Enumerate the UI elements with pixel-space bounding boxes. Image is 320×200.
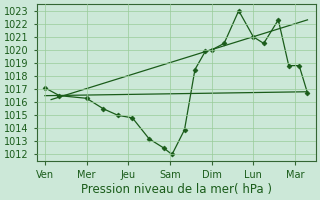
X-axis label: Pression niveau de la mer( hPa ): Pression niveau de la mer( hPa ) xyxy=(81,183,272,196)
